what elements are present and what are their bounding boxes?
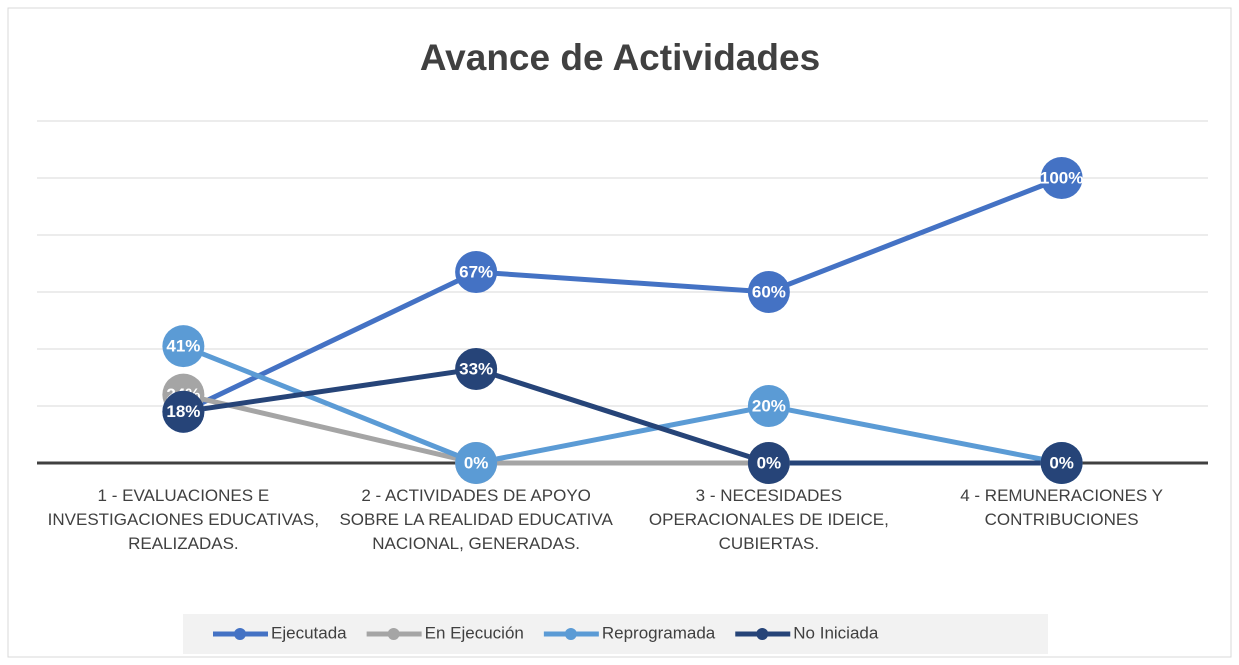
data-label: 100% [1040, 168, 1083, 187]
marker [747, 385, 790, 427]
data-label: 33% [459, 359, 493, 378]
chart-frame [7, 7, 1232, 658]
x-tick-label: 1 - EVALUACIONES E INVESTIGACIONES EDUCA… [47, 486, 320, 553]
legend-label: Ejecutada [271, 623, 347, 642]
series-line [182, 343, 1063, 466]
legend-box [183, 614, 1048, 654]
marker [162, 390, 205, 433]
data-label: 20% [752, 396, 786, 415]
marker [455, 442, 498, 484]
data-label: 60% [752, 282, 786, 301]
data-label: 67% [459, 263, 493, 282]
x-tick-label: 3 - NECESIDADES OPERACIONALES DE IDEICE,… [648, 486, 889, 553]
marker [1040, 157, 1083, 199]
legend-marker [564, 628, 577, 640]
chart-title: Avance de Actividades [420, 37, 820, 78]
marker [455, 251, 498, 294]
data-label: 18% [166, 402, 200, 421]
legend-label: En Ejecución [425, 623, 524, 642]
data-label: 0% [1049, 453, 1074, 472]
marker [747, 271, 790, 313]
marker [1040, 442, 1083, 484]
data-label: 0% [757, 453, 782, 472]
legend-label: Reprogramada [602, 623, 716, 642]
series-line [183, 366, 1062, 466]
legend-marker [387, 628, 400, 640]
legend-marker [234, 628, 246, 640]
x-tick-label: 4 - REMUNERACIONES Y CONTRIBUCIONES [960, 486, 1164, 529]
legend-label: No Iniciada [793, 623, 879, 642]
data-label: 0% [464, 453, 489, 472]
x-tick-label: 2 - ACTIVIDADES DE APOYO SOBRE LA REALID… [339, 486, 613, 553]
legend-marker [756, 628, 769, 640]
marker [162, 325, 205, 368]
data-label: 41% [166, 337, 200, 356]
series-line [182, 175, 1063, 414]
marker [455, 347, 498, 390]
marker [747, 442, 790, 484]
